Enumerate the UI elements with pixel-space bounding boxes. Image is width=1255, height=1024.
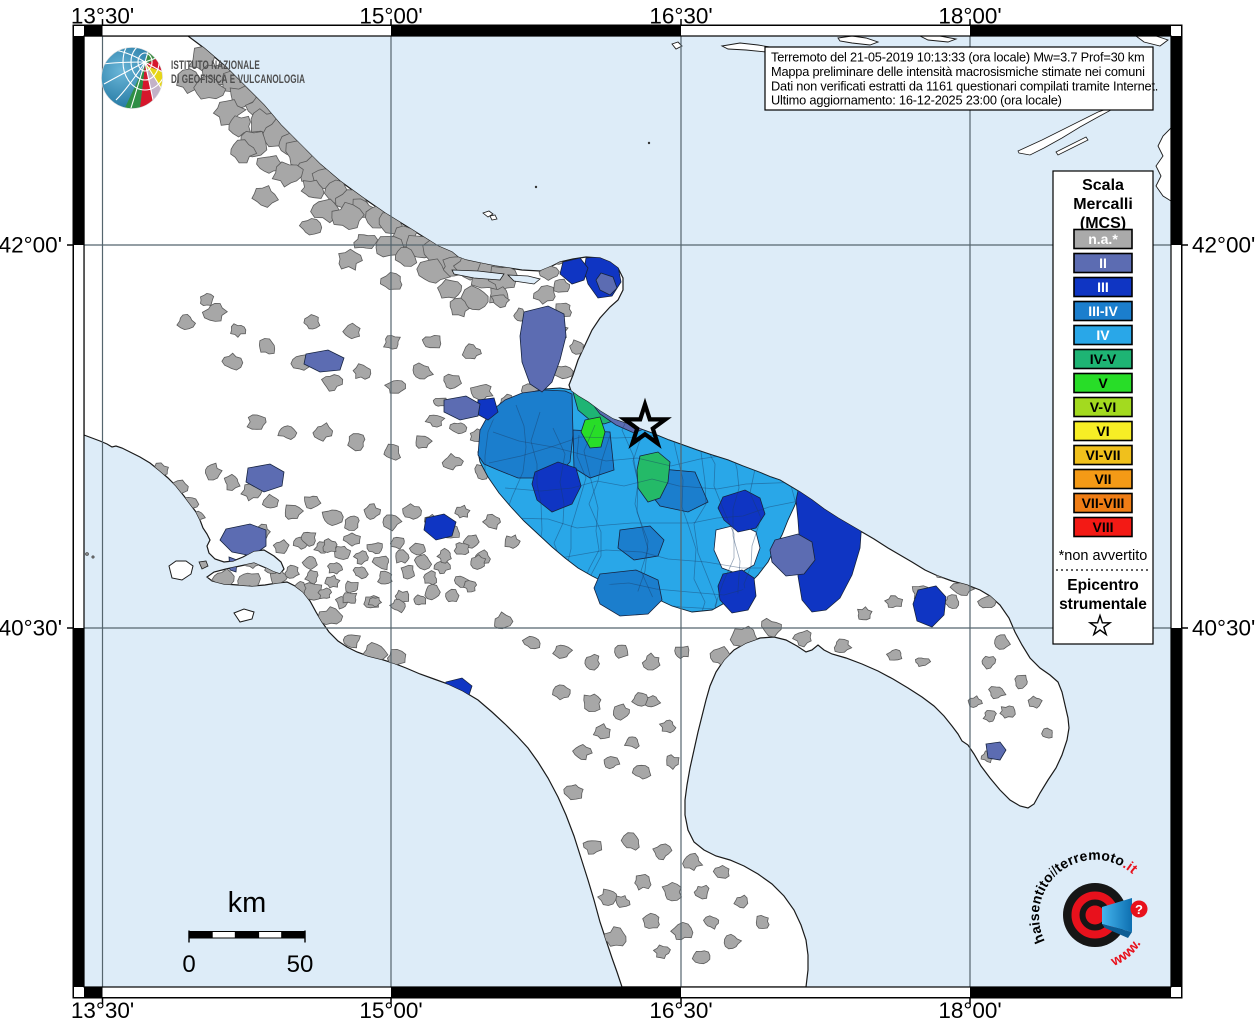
svg-text:0: 0 [182,951,195,978]
svg-text:13°30': 13°30' [71,998,134,1023]
svg-text:n.a.*: n.a.* [1088,231,1118,247]
svg-text:strumentale: strumentale [1059,596,1147,613]
svg-text:Mercalli: Mercalli [1073,196,1133,213]
svg-text:VI-VII: VI-VII [1085,447,1120,463]
svg-text:42°00': 42°00' [1192,233,1255,258]
svg-text:IV-V: IV-V [1090,351,1117,367]
svg-text:ISTITUTO NAZIONALE: ISTITUTO NAZIONALE [171,60,260,73]
svg-text:50: 50 [287,951,314,978]
svg-text:(MCS): (MCS) [1080,215,1126,232]
svg-text:15°00': 15°00' [359,4,422,29]
svg-text:Mappa preliminare delle intens: Mappa preliminare delle intensità macros… [771,64,1145,79]
svg-text:V-VI: V-VI [1090,399,1116,415]
svg-text:Scala: Scala [1082,177,1124,194]
svg-text:18°00': 18°00' [938,4,1001,29]
svg-text:40°30': 40°30' [1192,616,1255,641]
svg-text:VII: VII [1094,471,1111,487]
svg-text:km: km [228,887,267,919]
svg-text:Ultimo aggiornamento: 16-12-20: Ultimo aggiornamento: 16-12-2025 23:00 (… [771,93,1062,108]
svg-text:13°30': 13°30' [71,4,134,29]
svg-text:V: V [1098,375,1108,391]
svg-text:16°30': 16°30' [649,4,712,29]
svg-text:III: III [1097,279,1109,295]
svg-text:Terremoto del 21-05-2019 10:13: Terremoto del 21-05-2019 10:13:33 (ora l… [771,50,1144,65]
svg-text:?: ? [1135,902,1143,917]
svg-text:VIII: VIII [1092,519,1113,535]
svg-text:18°00': 18°00' [938,998,1001,1023]
svg-text:III-IV: III-IV [1088,303,1118,319]
svg-text:42°00': 42°00' [0,233,62,258]
svg-text:40°30': 40°30' [0,616,62,641]
svg-text:*non avvertito: *non avvertito [1059,548,1148,564]
svg-text:16°30': 16°30' [649,998,712,1023]
svg-text:15°00': 15°00' [359,998,422,1023]
svg-text:VII-VIII: VII-VIII [1082,495,1125,511]
svg-text:II: II [1099,255,1107,271]
svg-text:Dati non verificati estratti d: Dati non verificati estratti da 1161 que… [771,78,1158,93]
svg-text:DI GEOFISICA E VULCANOLOGIA: DI GEOFISICA E VULCANOLOGIA [171,74,305,87]
svg-text:VI: VI [1096,423,1109,439]
svg-text:Epicentro: Epicentro [1067,577,1138,594]
svg-text:IV: IV [1096,327,1110,343]
